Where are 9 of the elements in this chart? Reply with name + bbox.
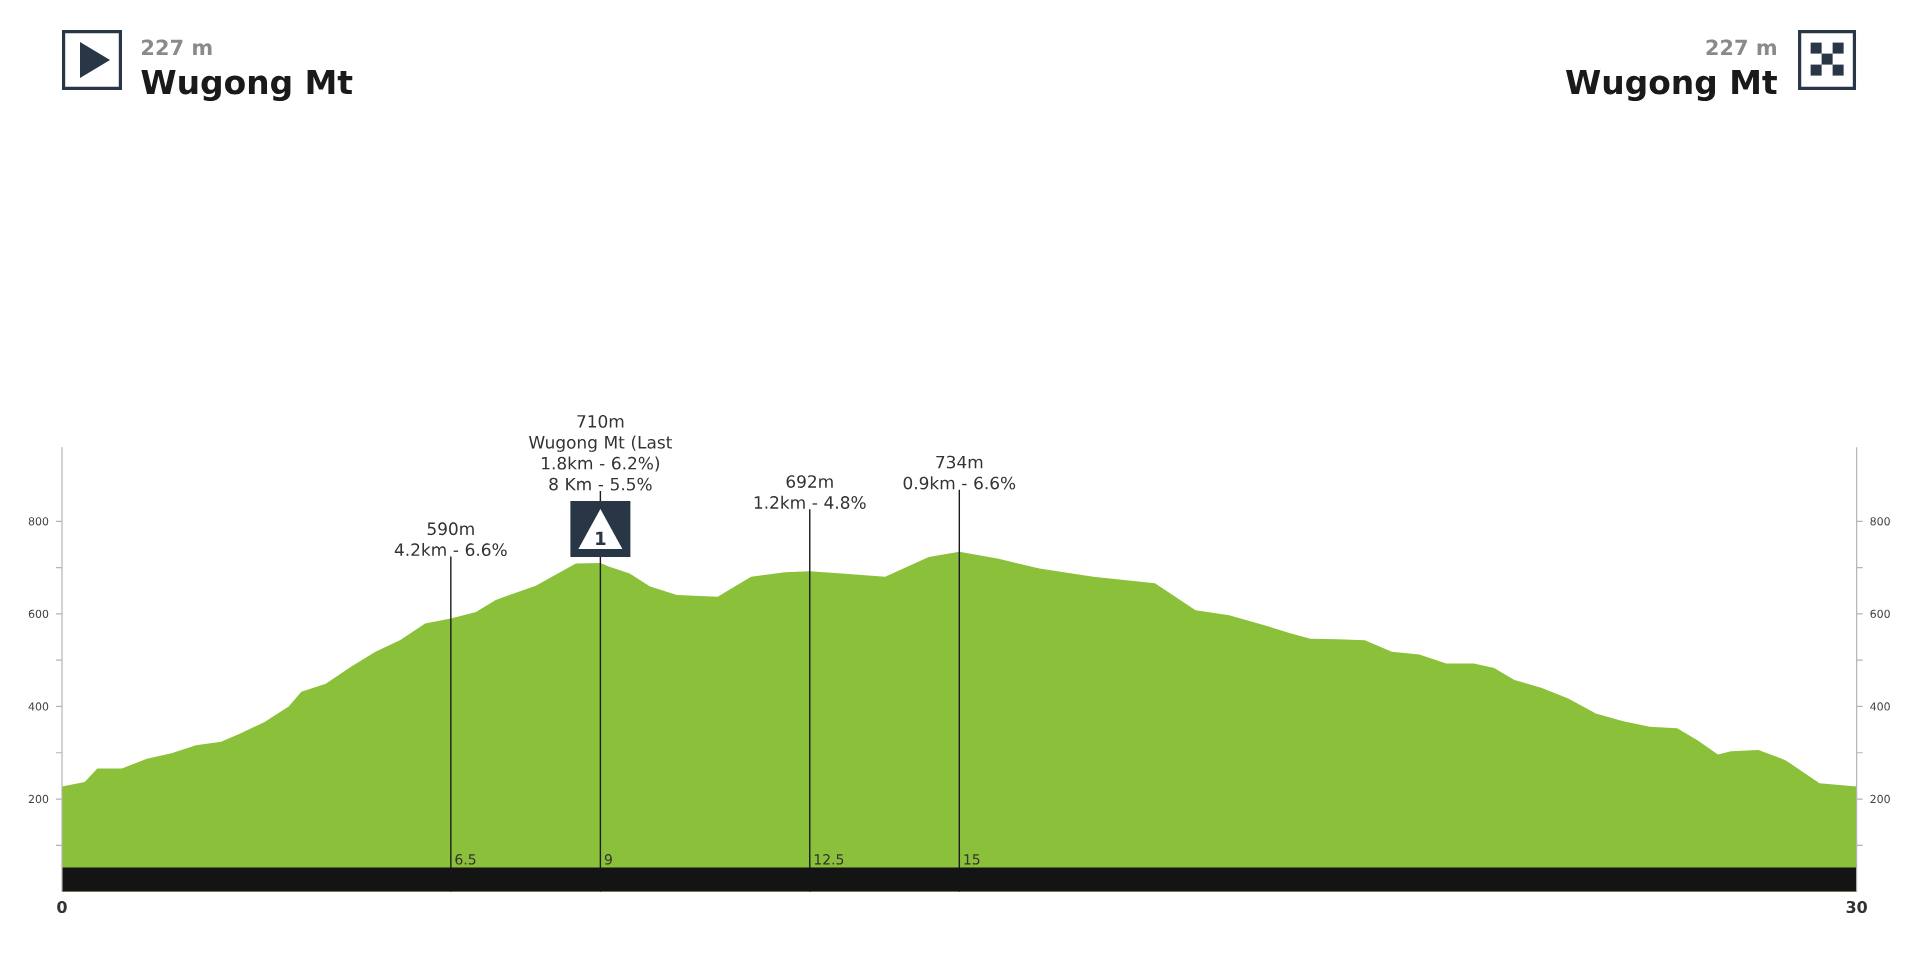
- annotation: 1: [596, 531, 606, 545]
- ref-line-label: 734m 0.9km - 6.6%: [903, 455, 1016, 490]
- text: 227 m: [1706, 39, 1776, 55]
- text: Wugong Mt: [1565, 70, 1777, 102]
- text: 227 m: [142, 39, 212, 55]
- ref-line-label: 692m 1.2km - 4.8%: [754, 475, 866, 509]
- ref-line-label: 590m 4.2km - 6.6%: [394, 522, 507, 557]
- ref-line-label: 710m Wugong Mt (Last 1.8km - 6.2%) 8 Km - 5.5%: [529, 414, 672, 491]
- text: Wugong Mt: [141, 70, 353, 102]
